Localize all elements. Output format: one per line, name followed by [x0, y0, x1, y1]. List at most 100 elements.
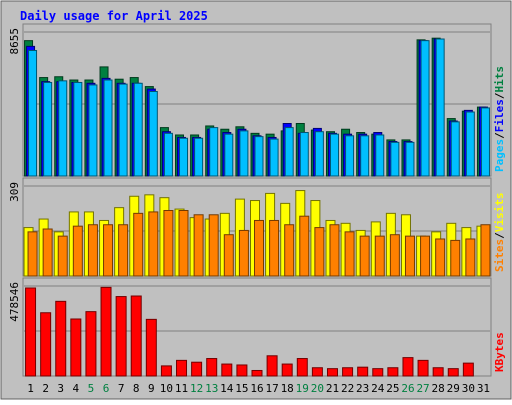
bar-sites-day-6: [103, 224, 114, 277]
bar-sites-day-29: [450, 239, 461, 277]
bar-sites-day-26: [404, 235, 415, 277]
bar-sites-day-13: [208, 214, 219, 277]
bar-kbytes-day-8: [130, 295, 142, 377]
bar-sites-day-24: [374, 235, 385, 277]
bar-kbytes-day-24: [372, 368, 384, 377]
bar-sites-day-4: [72, 225, 83, 277]
bar-kbytes-day-3: [55, 300, 67, 377]
bar-sites-day-31: [480, 224, 491, 277]
bar-sites-day-11: [178, 209, 189, 277]
x-tick-label-day-19: 19: [296, 382, 309, 395]
bar-kbytes-day-29: [447, 368, 459, 377]
x-tick-label-day-2: 2: [42, 382, 49, 395]
x-tick-label-day-22: 22: [341, 382, 354, 395]
bar-kbytes-day-22: [342, 367, 354, 377]
panel-1-ytick-label: 8655: [8, 28, 21, 55]
bar-sites-day-10: [163, 209, 174, 277]
bar-sites-day-12: [193, 214, 204, 277]
bar-kbytes-day-25: [387, 367, 399, 377]
bar-kbytes-day-2: [40, 312, 52, 377]
bar-sites-day-19: [299, 215, 310, 277]
bar-kbytes-day-4: [70, 318, 82, 377]
x-tick-label-day-17: 17: [265, 382, 278, 395]
panel-3-ytick-label: 478546: [8, 282, 21, 322]
x-tick-label-day-31: 31: [477, 382, 490, 395]
bar-kbytes-day-14: [221, 363, 233, 377]
bar-sites-day-7: [118, 224, 129, 277]
bar-kbytes-day-6: [100, 286, 112, 377]
bar-kbytes-day-18: [281, 363, 293, 377]
x-tick-label-day-10: 10: [160, 382, 173, 395]
x-tick-label-day-14: 14: [220, 382, 234, 395]
x-tick-label-day-8: 8: [133, 382, 140, 395]
bar-sites-day-9: [148, 211, 159, 277]
bar-sites-day-3: [57, 235, 68, 277]
bar-sites-day-15: [238, 229, 249, 277]
bar-sites-day-30: [465, 238, 476, 277]
ylabel-part-pages: Pages: [493, 139, 506, 172]
panel-2-ylabel: Sites/Visits: [493, 193, 506, 273]
x-tick-label-day-23: 23: [356, 382, 369, 395]
ylabel-part-visits: Visits: [493, 193, 506, 233]
x-tick-label-day-13: 13: [205, 382, 218, 395]
bar-pages-day-16: [254, 136, 264, 177]
bar-pages-day-2: [43, 81, 53, 177]
bar-sites-day-23: [359, 235, 370, 277]
bar-pages-day-26: [405, 141, 415, 177]
bar-pages-day-12: [194, 137, 204, 177]
x-tick-label-day-28: 28: [432, 382, 445, 395]
bar-kbytes-day-12: [191, 361, 203, 377]
bar-pages-day-8: [133, 82, 143, 177]
bar-pages-day-11: [179, 137, 189, 177]
bar-pages-day-24: [375, 134, 385, 177]
ylabel-part-files: Files: [493, 99, 506, 132]
bar-kbytes-day-5: [85, 311, 97, 377]
bar-pages-day-23: [360, 135, 370, 177]
bar-kbytes-day-30: [462, 362, 474, 377]
bar-sites-day-16: [254, 219, 264, 277]
bar-kbytes-day-15: [236, 364, 248, 377]
x-tick-label-day-16: 16: [250, 382, 263, 395]
bar-kbytes-day-7: [115, 296, 127, 377]
bar-kbytes-day-10: [160, 365, 172, 377]
x-tick-label-day-25: 25: [386, 382, 399, 395]
bar-pages-day-14: [224, 133, 234, 177]
bar-pages-day-27: [420, 40, 430, 177]
x-tick-label-day-29: 29: [447, 382, 460, 395]
bar-kbytes-day-13: [206, 358, 218, 377]
panel-1-ylabel: Pages/Files/Hits: [493, 66, 506, 172]
bar-sites-day-27: [420, 235, 431, 277]
bar-pages-day-13: [209, 127, 219, 177]
bar-pages-day-15: [239, 130, 249, 177]
bar-kbytes-day-23: [357, 366, 369, 377]
x-tick-label-day-5: 5: [88, 382, 95, 395]
bar-sites-day-28: [435, 238, 446, 277]
bar-kbytes-day-1: [25, 287, 37, 377]
x-tick-label-day-7: 7: [118, 382, 125, 395]
bar-pages-day-18: [284, 127, 294, 177]
bar-kbytes-day-16: [251, 369, 263, 377]
bar-pages-day-20: [314, 131, 324, 177]
ylabel-separator: /: [493, 132, 506, 139]
x-tick-label-day-15: 15: [235, 382, 248, 395]
panel-2-ytick-label: 309: [8, 182, 21, 202]
bar-sites-day-2: [42, 228, 53, 277]
x-tick-label-day-18: 18: [281, 382, 294, 395]
bar-kbytes-day-27: [417, 359, 429, 377]
bar-sites-day-20: [314, 227, 325, 277]
panel-3-ylabel: KBytes: [493, 332, 506, 372]
bar-sites-day-22: [344, 231, 355, 277]
bar-pages-day-9: [148, 91, 158, 177]
bar-pages-day-31: [480, 107, 490, 177]
bar-kbytes-day-21: [326, 368, 338, 377]
bar-pages-day-19: [299, 132, 309, 177]
bar-pages-day-17: [269, 138, 279, 177]
ylabel-part-hits: Hits: [493, 66, 506, 93]
bar-sites-day-14: [223, 234, 234, 277]
bar-pages-day-30: [465, 111, 475, 177]
x-tick-label-day-27: 27: [416, 382, 429, 395]
bar-pages-day-22: [345, 135, 355, 177]
x-tick-label-day-20: 20: [311, 382, 324, 395]
